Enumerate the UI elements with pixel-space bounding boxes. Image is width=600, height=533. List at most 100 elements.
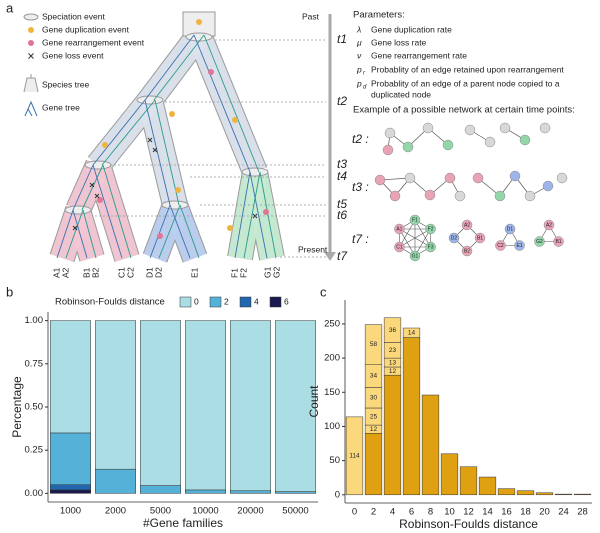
- time-label: t2: [337, 94, 347, 108]
- loss-event: [147, 137, 153, 143]
- time-label: t4: [337, 169, 347, 183]
- network-node-label: B1: [555, 239, 561, 245]
- network-node: [409, 250, 421, 262]
- parameter-text: Probablity of an edge of a parent node c…: [371, 78, 560, 88]
- y-tick-label: 150: [324, 387, 340, 398]
- gene-line: [149, 204, 171, 259]
- network-node: [454, 190, 466, 202]
- network-node-label: C2: [497, 243, 504, 249]
- bar-segment: [383, 374, 402, 496]
- legend-swatch: [209, 296, 222, 308]
- leaf-label: F1: [229, 268, 239, 278]
- leaf-label: A1: [51, 267, 61, 278]
- network-node: [444, 172, 456, 184]
- bar-segment: [402, 327, 421, 338]
- rearrangement-event: [97, 197, 103, 203]
- network-node: [448, 232, 460, 244]
- branch: [138, 97, 187, 208]
- x-tick-label: 10000: [192, 506, 218, 517]
- legend-swatch: [179, 296, 192, 308]
- x-axis-title: #Gene families: [143, 516, 223, 530]
- leaf-label: B2: [90, 267, 100, 278]
- leaf-label: E1: [189, 267, 199, 278]
- x-tick-label: 4: [390, 507, 395, 518]
- x-axis-title: Robinson-Foulds distance: [399, 517, 538, 531]
- network-node-label: A1: [396, 226, 402, 232]
- y-axis-title: Percentage: [10, 376, 24, 438]
- gene-line: [92, 164, 123, 259]
- network-time: t3 :: [352, 180, 369, 194]
- duplication-icon: [28, 27, 34, 33]
- branch: [243, 169, 284, 261]
- legend-label: Species tree: [42, 79, 90, 89]
- time-label: t5: [337, 197, 347, 211]
- network-node: [556, 172, 568, 184]
- rearrangement-event: [263, 209, 269, 215]
- network-node: [394, 241, 405, 253]
- parameter-symbol: ν: [357, 50, 362, 60]
- x-tick-label: 5000: [150, 506, 171, 517]
- network-node: [461, 245, 473, 257]
- value-label: 12: [389, 368, 397, 375]
- gene-line: [81, 164, 104, 211]
- value-label: 30: [370, 394, 378, 401]
- leaf-label: D2: [153, 267, 163, 278]
- network-node: [404, 172, 416, 184]
- x-tick-label: 18: [520, 507, 531, 518]
- gene-line: [158, 204, 181, 259]
- gene-line: [259, 171, 277, 259]
- legend-label: Gene duplication event: [42, 24, 130, 34]
- duplication-event: [196, 19, 202, 25]
- bar-segment: [275, 491, 316, 494]
- x-tick-label: 50000: [282, 506, 308, 517]
- duplication-event: [169, 111, 175, 117]
- legend-label: Gene rearrangement event: [42, 37, 145, 47]
- network-node: [374, 174, 386, 186]
- time-label: t1: [337, 32, 347, 46]
- network-node: [461, 219, 473, 231]
- network-node-label: A2: [546, 222, 552, 228]
- legend-label: Gene loss event: [42, 50, 104, 60]
- speciation-icon: [23, 13, 39, 21]
- gene-line: [193, 34, 251, 173]
- gene-line: [72, 164, 94, 211]
- duplication-event: [227, 225, 233, 231]
- leaf-label: G1: [262, 266, 272, 278]
- network-node-label: D1: [507, 226, 514, 232]
- x-tick-label: 20: [539, 507, 550, 518]
- network-node: [514, 240, 525, 251]
- value-label: 114: [349, 453, 360, 460]
- branch: [187, 30, 267, 177]
- parameter-symbol: μ: [356, 37, 362, 47]
- gene-line: [144, 99, 171, 206]
- x-tick-label: 16: [501, 507, 512, 518]
- bar-segment: [50, 432, 91, 485]
- network-node: [534, 236, 545, 247]
- bar-segment: [364, 433, 383, 496]
- gene-line: [65, 209, 84, 259]
- bar-segment: [275, 320, 316, 492]
- y-tick-label: 0.50: [25, 402, 44, 413]
- network-node: [474, 232, 486, 244]
- network-node: [409, 214, 421, 226]
- x-tick-label: 6: [409, 507, 414, 518]
- y-tick-label: 50: [329, 455, 340, 466]
- legend-title: Robinson-Foulds distance: [55, 297, 165, 308]
- bar-segment: [185, 489, 226, 494]
- loss-event: [72, 225, 78, 231]
- bar-segment: [497, 488, 516, 496]
- gene-line: [92, 99, 146, 166]
- network-node: [539, 122, 551, 134]
- parameter-subscript: d: [363, 85, 367, 91]
- x-tick-label: 2000: [105, 506, 126, 517]
- bar-segment: [554, 493, 573, 496]
- bar-segment: [230, 320, 271, 492]
- loss-icon: [28, 53, 34, 59]
- duplication-event: [102, 142, 108, 148]
- bar-segment: [459, 466, 478, 496]
- duplication-event: [232, 117, 238, 123]
- past-label: Past: [302, 11, 320, 21]
- parameter-text: Gene rearrangement rate: [371, 50, 467, 60]
- bar-segment: [421, 394, 440, 496]
- bar-segment: [50, 484, 91, 491]
